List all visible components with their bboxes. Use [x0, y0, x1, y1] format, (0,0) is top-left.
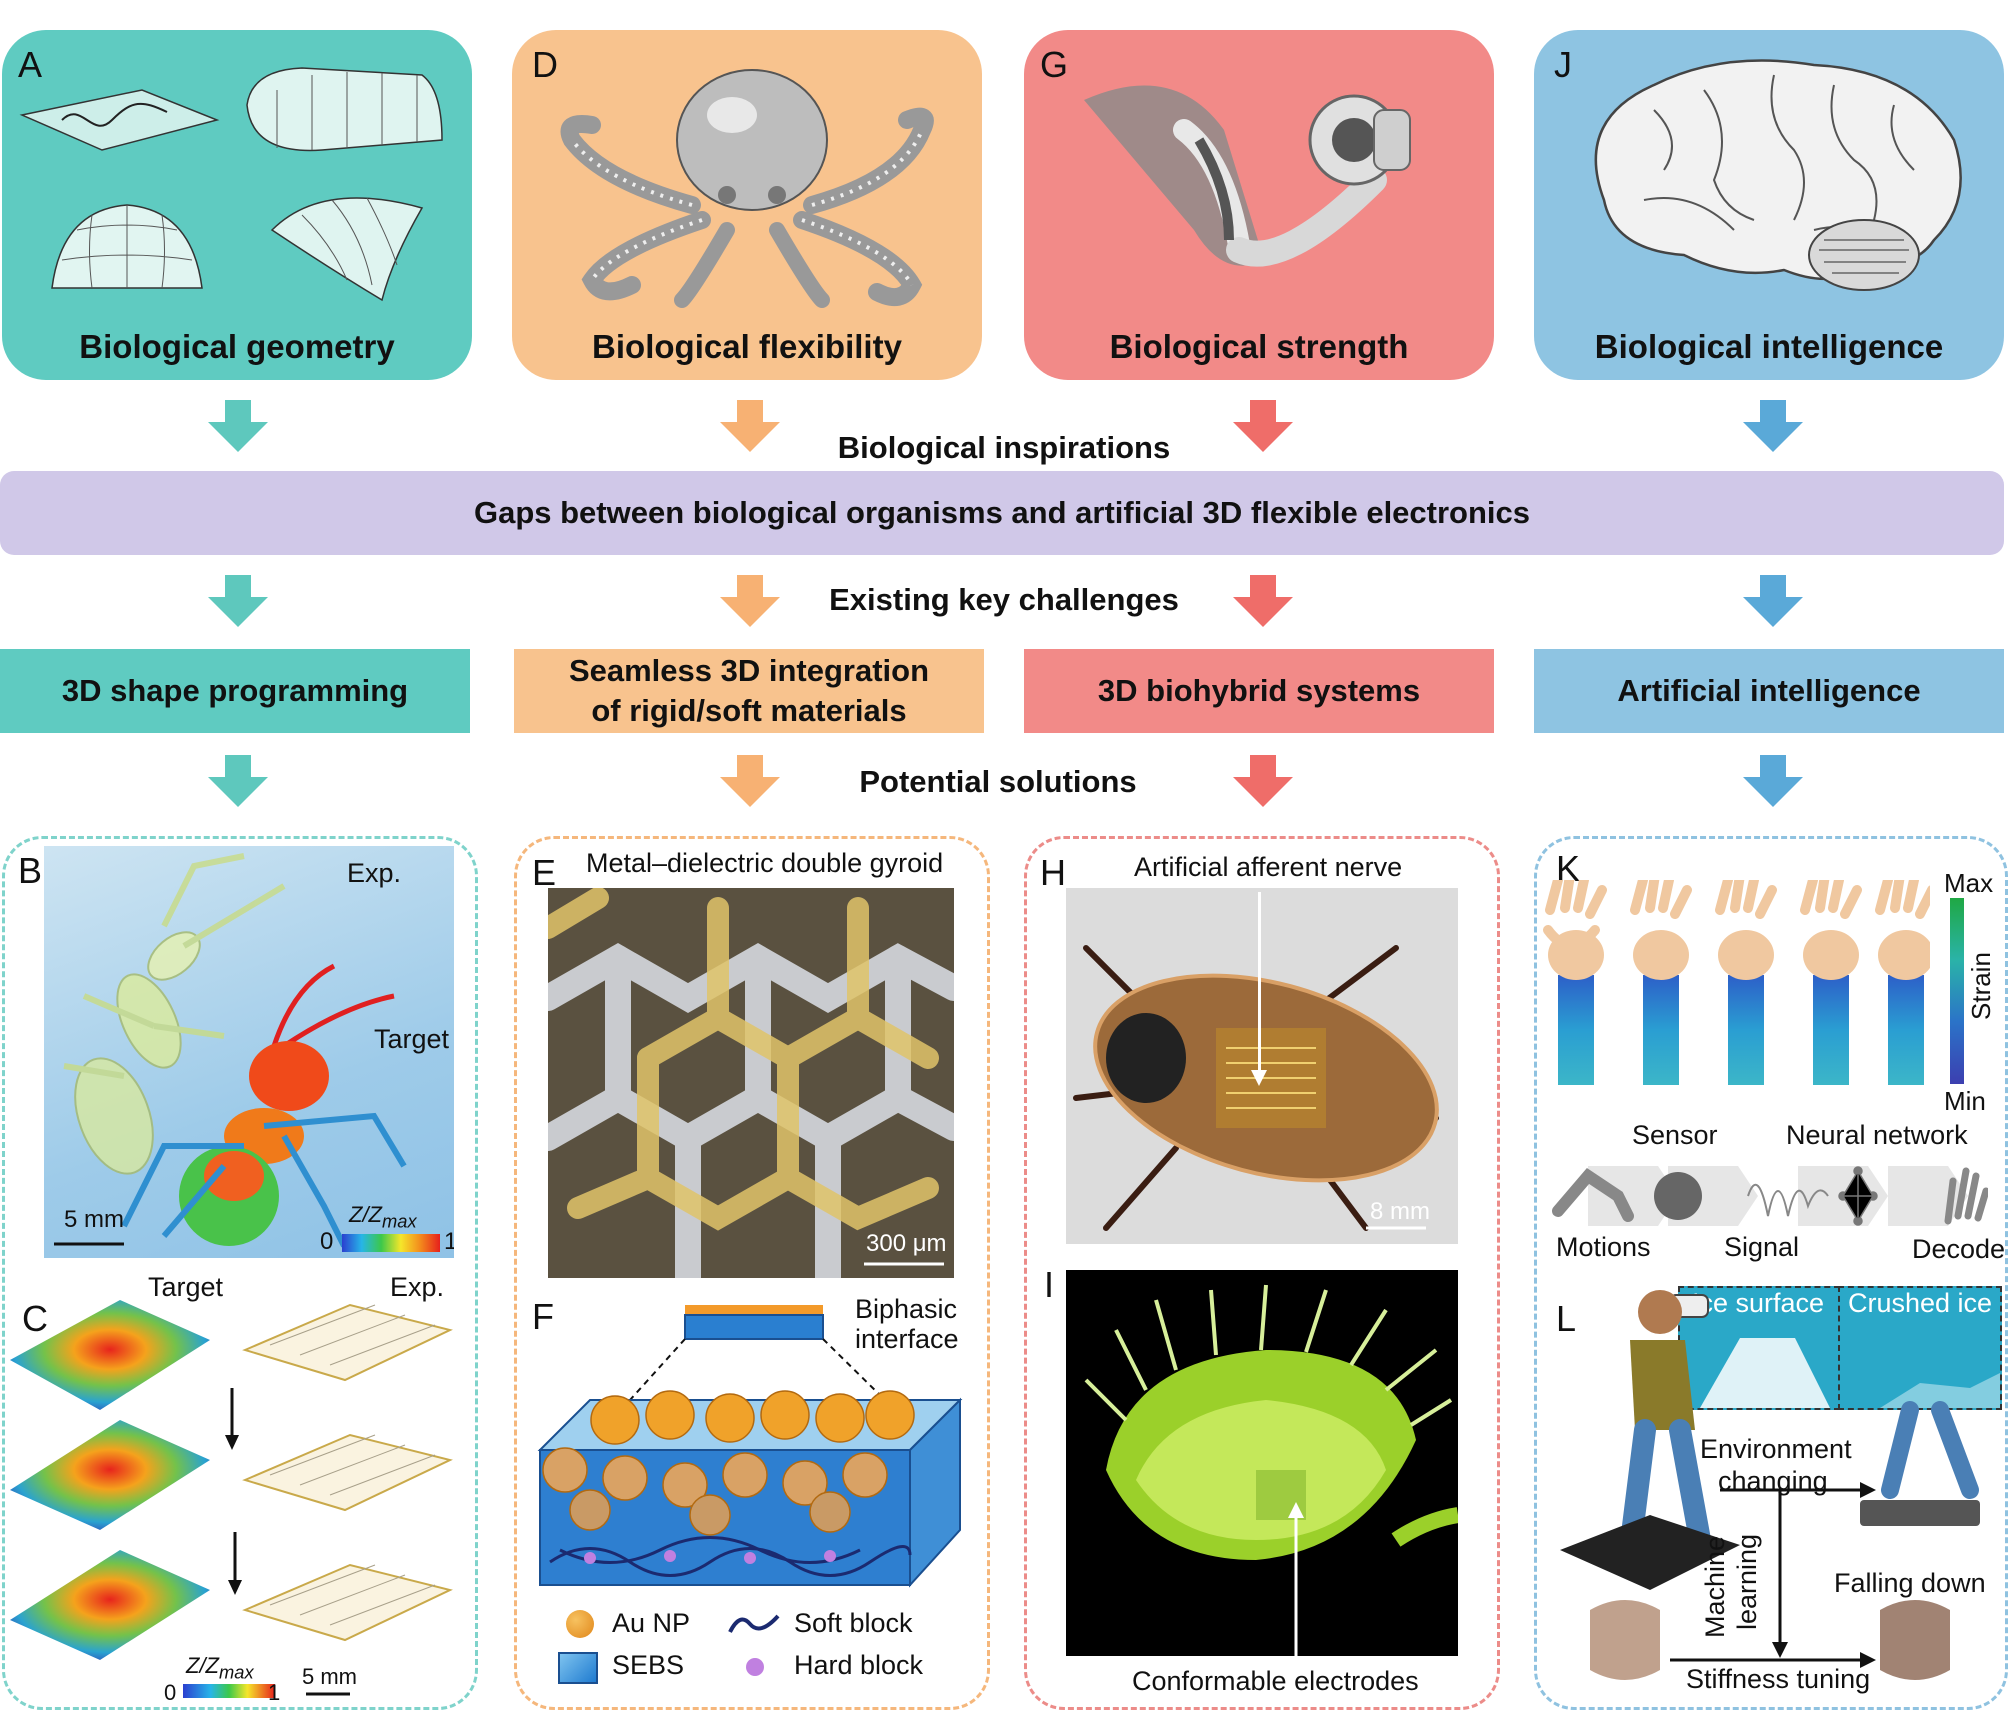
pointer-arrow-icon [1258, 892, 1261, 1072]
panel-letter-a: A [18, 44, 43, 85]
target-label: Target [148, 1272, 224, 1302]
colorbar-min: 0 [164, 1680, 177, 1705]
colorbar-title: Z/Zmax [186, 1653, 254, 1683]
challenges-label: Existing key challenges [829, 582, 1179, 617]
geometry-illustration [19, 67, 443, 302]
falling-down-label: Falling down [1834, 1568, 1986, 1598]
solutions-label: Potential solutions [859, 764, 1137, 799]
cockroach-photo: 8 mm [1066, 888, 1458, 1244]
scale-bar-label: 5 mm [64, 1206, 124, 1233]
colorbar-max: 1 [444, 1228, 454, 1255]
strain-label: Strain [1966, 952, 1996, 1020]
electrodes-caption: Conformable electrodes [1132, 1666, 1419, 1696]
panel-letter-f: F [532, 1296, 554, 1337]
card-intelligence: J Biological intelligence [1534, 30, 2004, 380]
crushed-ice-label: Crushed ice [1848, 1288, 1993, 1318]
challenge-text-line2: of rigid/soft materials [591, 693, 907, 728]
colorbar-min: 0 [320, 1228, 334, 1255]
panel-letter-g: G [1040, 44, 1069, 85]
scale-bar-label: 300 μm [866, 1230, 947, 1257]
arm-icon [1084, 85, 1411, 267]
colorbar-title-text: Z/Z [349, 1202, 382, 1227]
machine-label: Machine [1700, 1535, 1730, 1638]
panel-letter-d: D [532, 44, 558, 85]
exp-label: Exp. [347, 858, 402, 888]
sebs-legend-icon [558, 1652, 598, 1684]
card-flexibility: D Biological flexibility [512, 30, 982, 380]
legend-sebs: SEBS [612, 1650, 685, 1680]
challenge-biohybrid: 3D biohybrid systems [1024, 649, 1494, 733]
gyroid-title: Metal–dielectric double gyroid [586, 848, 944, 878]
learning-label: learning [1732, 1533, 1762, 1630]
card-title-geometry: Biological geometry [79, 328, 395, 365]
nerve-title: Artificial afferent nerve [1134, 852, 1403, 882]
card-title-intelligence: Biological intelligence [1594, 328, 1944, 365]
signal-label: Signal [1724, 1232, 1800, 1262]
panel-letter-b: B [18, 850, 43, 891]
panel-letter-c: C [22, 1298, 48, 1339]
card-strength: G Biological strength [1024, 30, 1494, 380]
exp-label: Exp. [390, 1272, 445, 1302]
legend-hard-block: Hard block [794, 1650, 924, 1680]
target-label: Target [374, 1024, 450, 1054]
legend-soft-block: Soft block [794, 1608, 913, 1638]
octopus-icon [560, 69, 934, 308]
colorbar-title: Z/Zmax [349, 1202, 417, 1232]
crushed-ice-image [1838, 1286, 2002, 1410]
motions-label: Motions [1556, 1232, 1651, 1262]
colorbar-min: Min [1944, 1086, 1986, 1116]
neural-network-label: Neural network [1786, 1120, 1968, 1150]
interface-label-line2: interface [855, 1324, 959, 1354]
panel-letter-e: E [532, 852, 557, 893]
challenge-shape-programming: 3D shape programming [0, 649, 470, 733]
challenge-text: 3D biohybrid systems [1097, 673, 1421, 708]
colorbar-title-text: Z/Z [186, 1653, 219, 1678]
colorbar-title-sub: max [382, 1210, 417, 1232]
legend-au-np: Au NP [612, 1608, 691, 1638]
challenge-text: Seamless 3D integration [568, 653, 930, 688]
card-title-flexibility: Biological flexibility [592, 328, 902, 365]
card-title-strength: Biological strength [1109, 328, 1409, 365]
environment-label-line2: changing [1718, 1466, 1828, 1496]
gyroid-photo: 300 μm [548, 888, 954, 1278]
surface-plots [10, 1300, 453, 1698]
hand-strain-maps [1543, 880, 1930, 1085]
sensor-label: Sensor [1632, 1120, 1718, 1150]
soft-block-legend-icon [728, 1614, 780, 1633]
panel-letter-h: H [1040, 852, 1066, 893]
au-np-legend-icon [566, 1610, 594, 1638]
scale-bar-label: 8 mm [1370, 1198, 1430, 1225]
colorbar-title-sub: max [219, 1661, 254, 1683]
ice-surface-label: Ice surface [1692, 1288, 1825, 1318]
interface-label: Biphasic [855, 1294, 958, 1324]
challenge-text: Artificial intelligence [1617, 673, 1921, 708]
stiffness-tuning-label: Stiffness tuning [1686, 1664, 1871, 1694]
colorbar-max: Max [1944, 868, 1994, 898]
panel-letter-i: I [1044, 1264, 1055, 1305]
inspirations-label: Biological inspirations [837, 430, 1171, 465]
walker-illustration [1560, 1290, 1980, 1680]
colorbar [342, 1234, 440, 1252]
hard-block-legend-icon [746, 1658, 764, 1676]
flytrap-photo [1066, 1270, 1458, 1656]
panel-letter-j: J [1554, 44, 1572, 85]
decode-label: Decode [1912, 1234, 2006, 1264]
panel-letter-l: L [1556, 1298, 1577, 1339]
ant-photo: Exp. Target 5 mm Z/Zmax 0 1 [44, 846, 454, 1258]
brain-icon [1594, 59, 1962, 291]
gaps-bar: Gaps between biological organisms and ar… [0, 471, 2004, 555]
arrowhead-icon [1251, 1070, 1267, 1086]
challenge-text: 3D shape programming [61, 673, 409, 708]
pipeline-diagram [1552, 1166, 1988, 1226]
strain-colorbar [1950, 898, 1964, 1084]
sebs-diagram [537, 1305, 963, 1588]
scale-bar-label: 5 mm [302, 1664, 357, 1689]
challenge-ai: Artificial intelligence [1534, 649, 2004, 733]
card-geometry: A Biological geometry [2, 30, 472, 380]
colorbar-max: 1 [268, 1680, 281, 1705]
environment-label: Environment [1700, 1434, 1852, 1464]
challenge-integration: Seamless 3D integration of rigid/soft mat… [514, 649, 984, 733]
